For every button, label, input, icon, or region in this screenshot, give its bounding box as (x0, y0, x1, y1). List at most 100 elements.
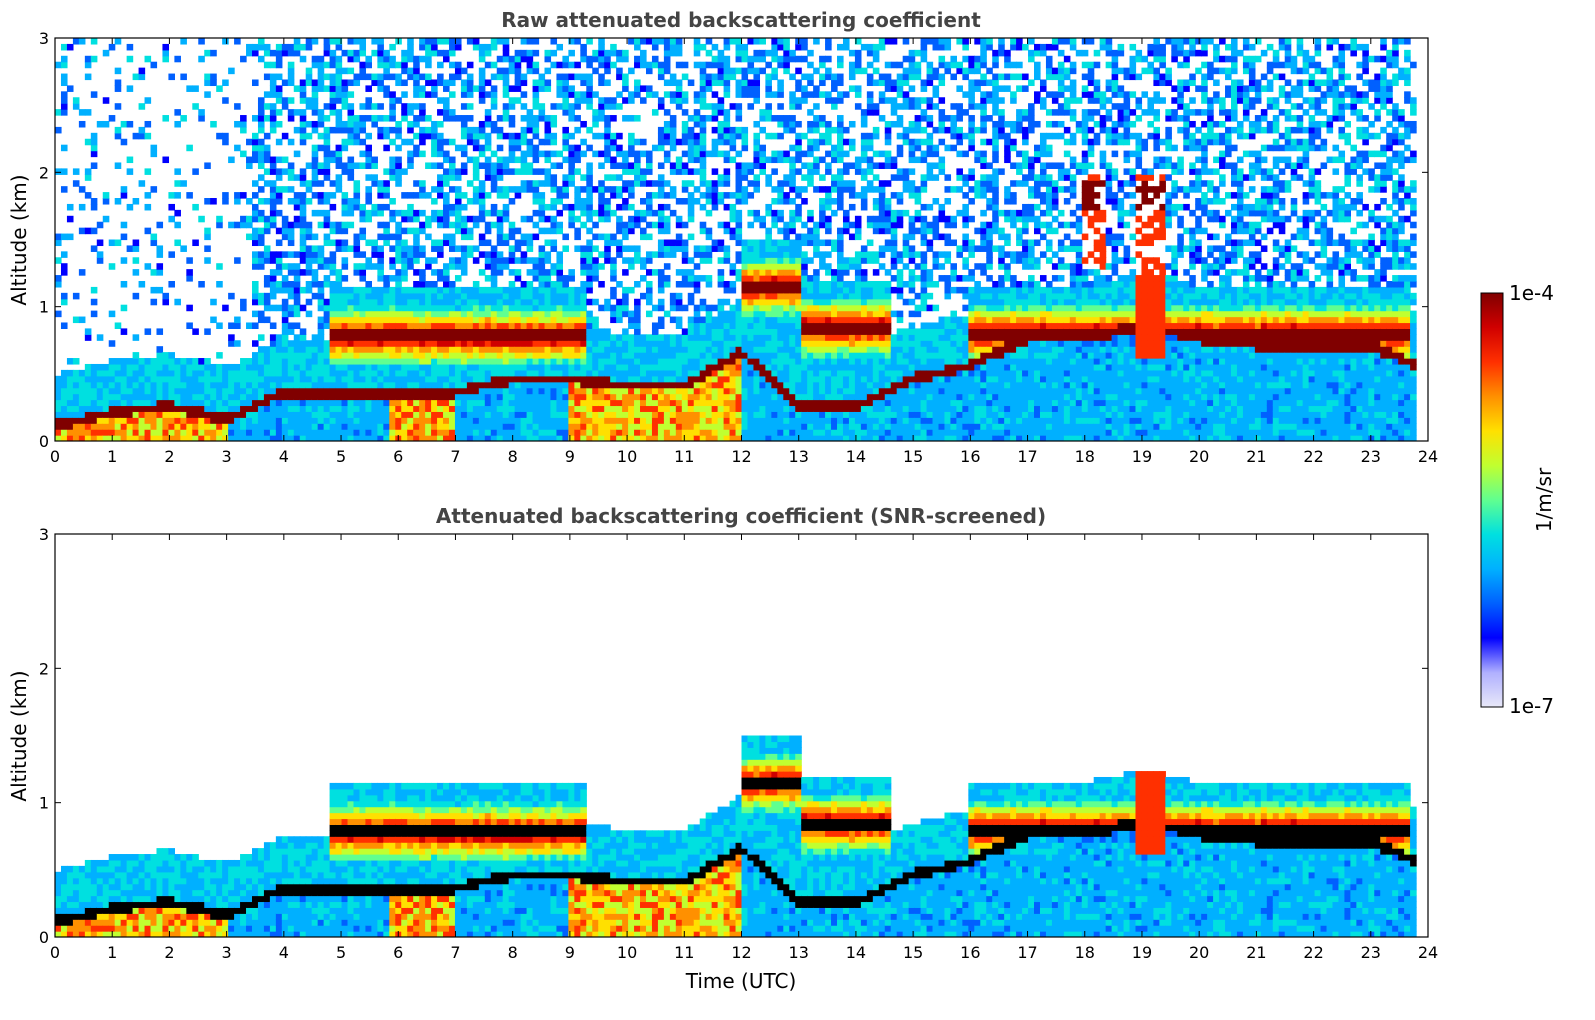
heatmap-cell (777, 55, 784, 63)
heatmap-cell (669, 126, 677, 134)
heatmap-cell (204, 375, 211, 383)
heatmap-cell (401, 316, 408, 324)
heatmap-cell (478, 316, 486, 324)
heatmap-cell (550, 316, 558, 324)
heatmap-cell (717, 245, 725, 252)
heatmap-cell (60, 61, 68, 69)
heatmap-cell (419, 381, 426, 389)
heatmap-cell (586, 346, 593, 353)
heatmap-cell (496, 67, 504, 75)
heatmap-cell (723, 251, 731, 258)
heatmap-cell (526, 399, 534, 407)
heatmap-cell (693, 156, 701, 164)
heatmap-cell (640, 363, 647, 371)
heatmap-cell (723, 192, 731, 199)
heatmap-cell (640, 85, 647, 92)
heatmap-cell (687, 269, 695, 276)
heatmap-cell (628, 97, 635, 104)
heatmap-cell (598, 192, 605, 199)
heatmap-cell (359, 304, 367, 312)
heatmap-cell (472, 405, 480, 412)
heatmap-cell (634, 358, 641, 365)
heatmap-cell (747, 103, 755, 110)
heatmap-cell (454, 334, 462, 341)
heatmap-cell (228, 405, 235, 412)
heatmap-cell (460, 304, 468, 312)
heatmap-cell (413, 227, 420, 235)
heatmap-cell (222, 79, 229, 87)
heatmap-cell (299, 334, 307, 341)
heatmap-cell (443, 168, 450, 175)
heatmap-cell (580, 245, 587, 252)
heatmap-cell (395, 174, 402, 181)
heatmap-cell (466, 38, 474, 45)
heatmap-cell (114, 423, 122, 430)
heatmap-cell (252, 417, 259, 424)
heatmap-cell (675, 215, 683, 223)
heatmap-cell (514, 435, 522, 441)
heatmap-cell (592, 369, 599, 377)
heatmap-cell (592, 399, 599, 407)
heatmap-cell (681, 251, 689, 258)
heatmap-cell (669, 298, 677, 306)
heatmap-cell (216, 369, 223, 377)
heatmap-cell (717, 369, 725, 377)
heatmap-cell (252, 435, 259, 441)
heatmap-cell (466, 399, 474, 407)
heatmap-cell (311, 399, 319, 407)
heatmap-cell (395, 316, 402, 324)
heatmap-cell (699, 156, 707, 164)
heatmap-cell (204, 405, 211, 412)
heatmap-cell (317, 429, 325, 436)
heatmap-cell (693, 363, 701, 371)
heatmap-cell (663, 227, 671, 235)
heatmap-cell (323, 38, 331, 45)
heatmap-cell (96, 369, 104, 377)
heatmap-cell (717, 221, 725, 229)
heatmap-cell (84, 109, 92, 116)
heatmap-cell (771, 150, 778, 158)
heatmap-cell (705, 49, 713, 57)
heatmap-cell (496, 227, 504, 235)
heatmap-cell (735, 358, 743, 365)
heatmap-cell (323, 115, 331, 122)
heatmap-cell (610, 358, 617, 365)
heatmap-cell (490, 352, 498, 359)
heatmap-cell (174, 381, 181, 389)
heatmap-cell (693, 186, 701, 193)
heatmap-cell (771, 387, 778, 395)
heatmap-cell (293, 298, 301, 306)
heatmap-cell (484, 221, 492, 229)
heatmap-cell (544, 49, 552, 57)
heatmap-cell (699, 340, 707, 347)
heatmap-cell (425, 375, 432, 383)
heatmap-cell (741, 417, 749, 424)
heatmap-cell (645, 150, 653, 158)
heatmap-cell (192, 375, 199, 383)
heatmap-cell (347, 286, 355, 294)
heatmap-cell (514, 97, 522, 104)
heatmap-cell (460, 417, 468, 424)
heatmap-cell (622, 393, 629, 401)
heatmap-cell (496, 221, 504, 229)
heatmap-cell (544, 215, 552, 223)
heatmap-cell (592, 186, 599, 193)
heatmap-cell (729, 280, 737, 288)
heatmap-cell (401, 429, 408, 436)
heatmap-cell (443, 263, 450, 270)
heatmap-cell (640, 168, 647, 175)
heatmap-cell (162, 405, 170, 412)
heatmap-cell (663, 334, 671, 341)
heatmap-cell (269, 399, 277, 407)
heatmap-cell (657, 411, 665, 418)
heatmap-cell (520, 328, 528, 335)
heatmap-cell (657, 322, 665, 329)
heatmap-cell (520, 49, 528, 57)
heatmap-cell (156, 328, 164, 335)
heatmap-cell (234, 198, 241, 205)
heatmap-cell (723, 328, 731, 335)
heatmap-cell (448, 435, 456, 441)
heatmap-cell (359, 298, 367, 306)
heatmap-cell (681, 180, 689, 187)
heatmap-cell (425, 73, 432, 81)
